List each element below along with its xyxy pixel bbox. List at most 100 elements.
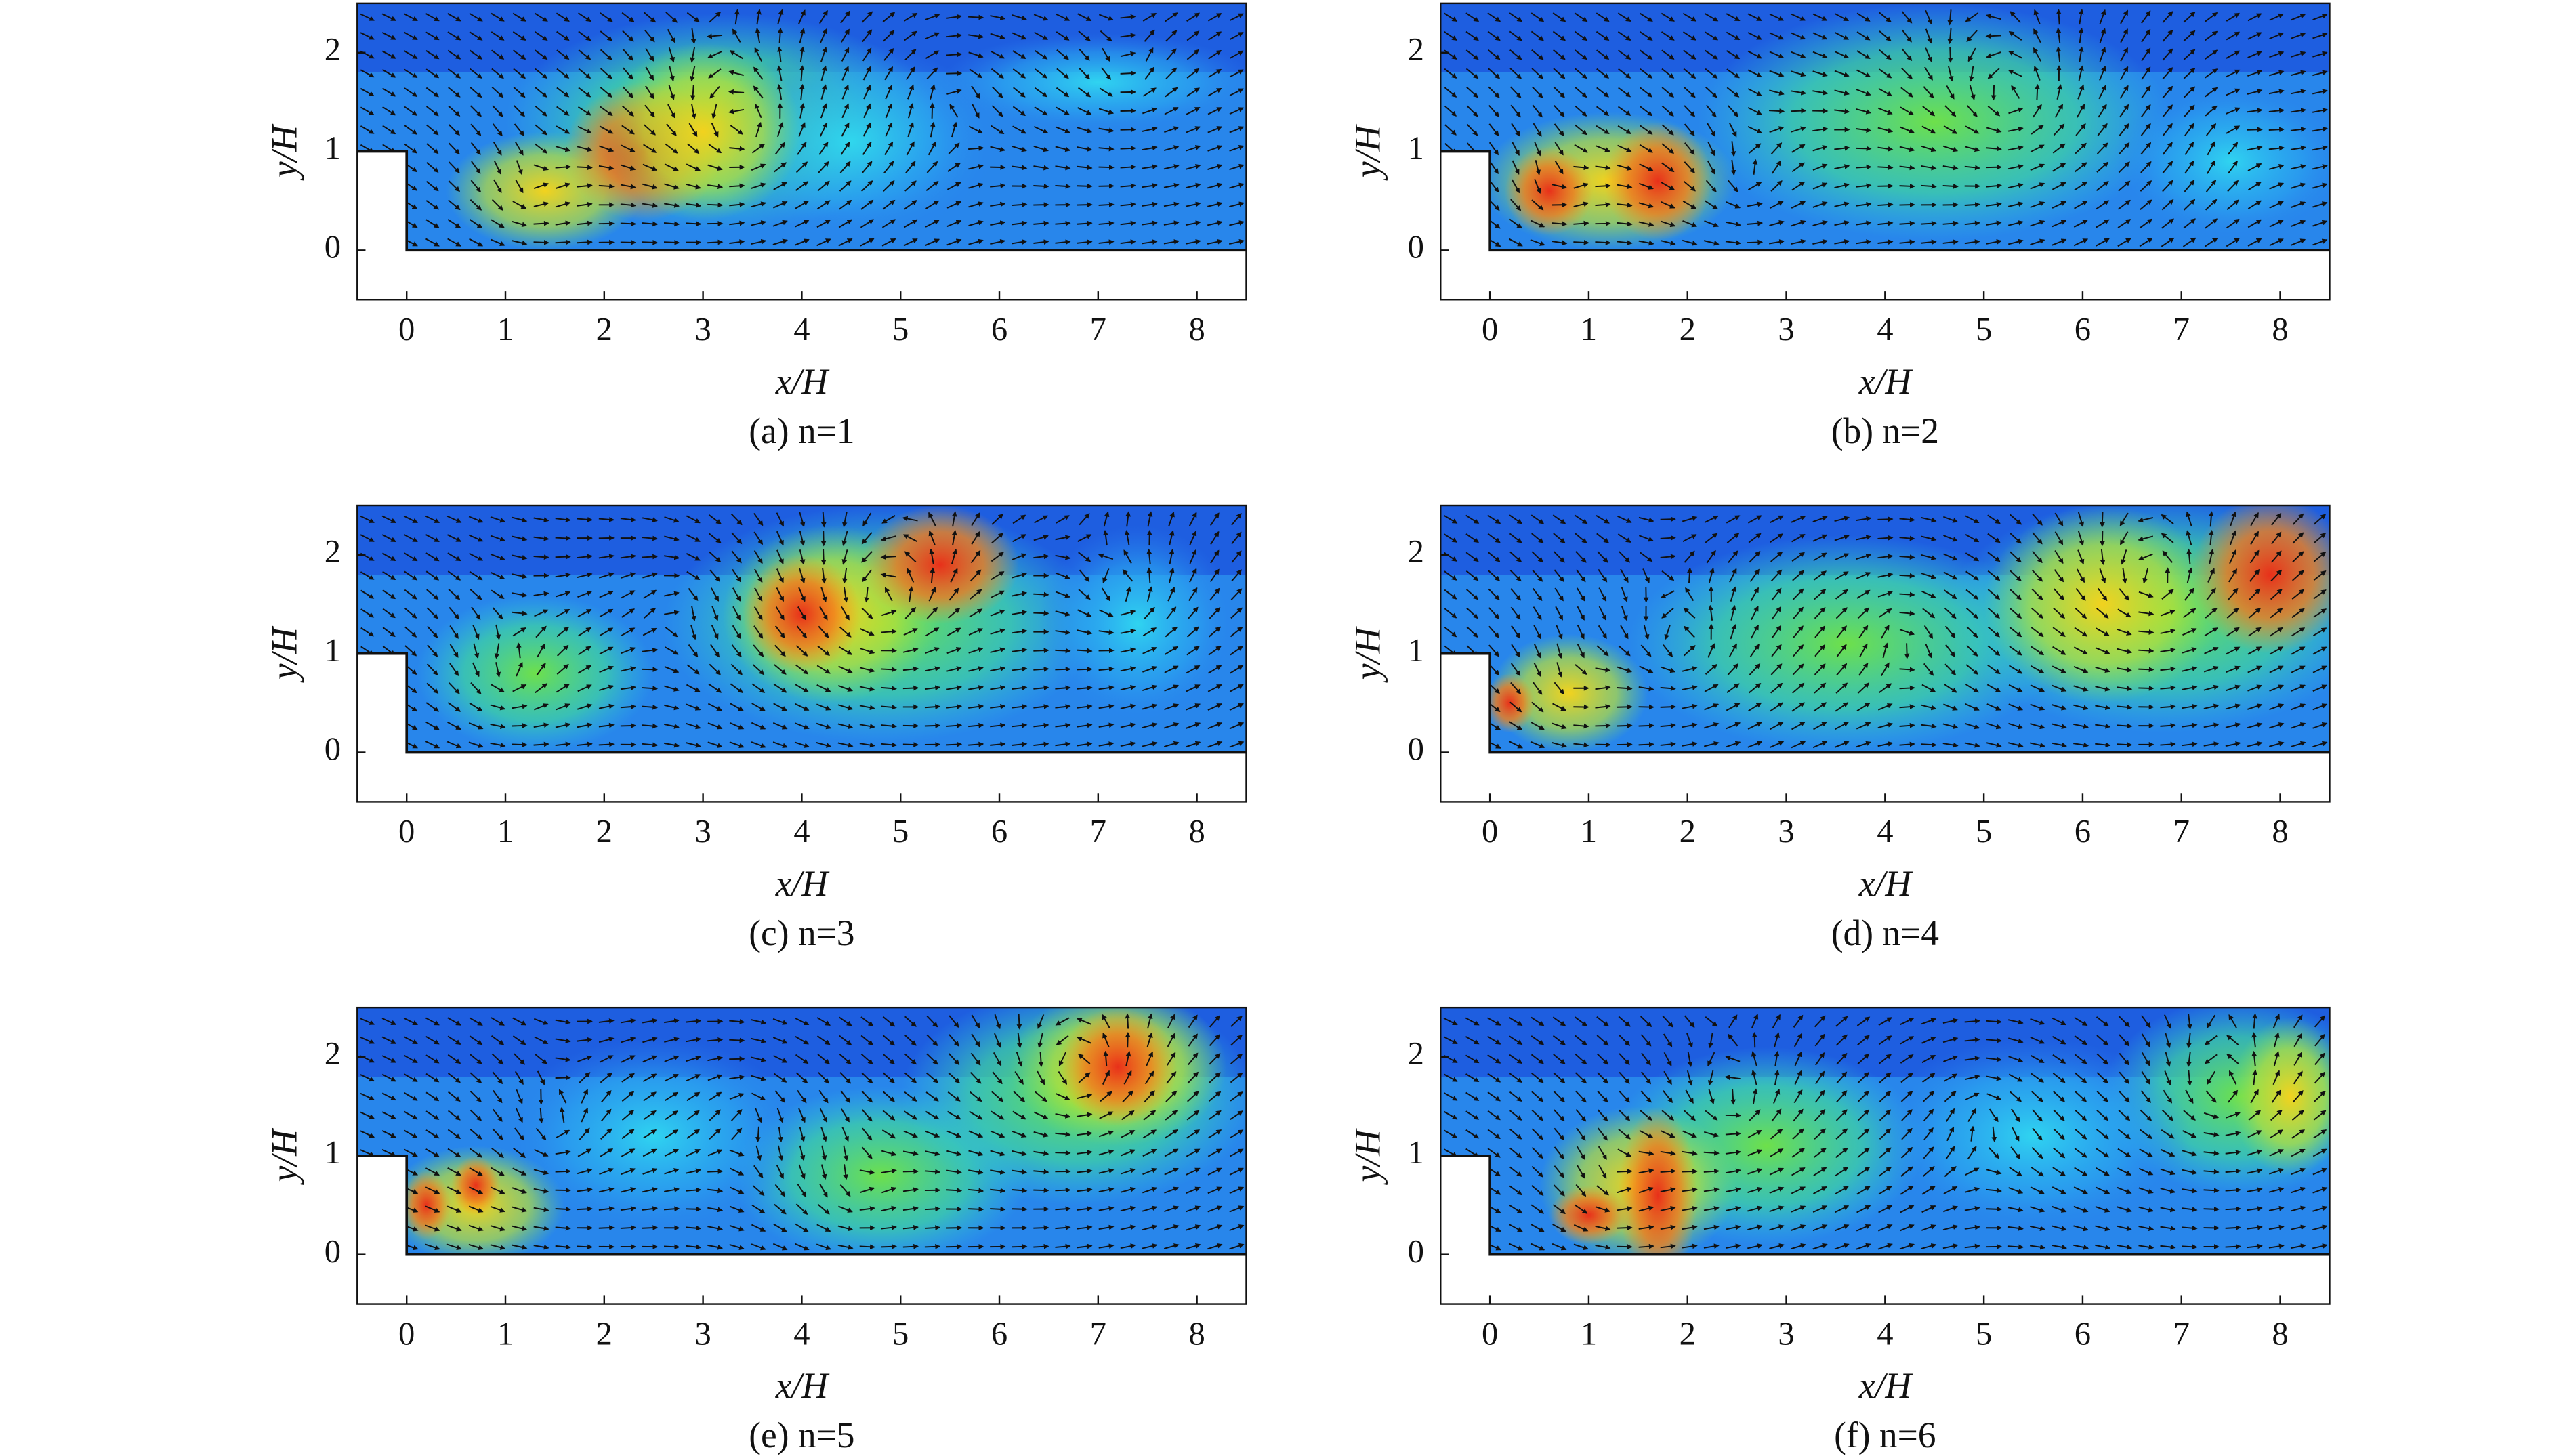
flow-arrow [925,32,940,40]
flow-arrow [1077,146,1093,152]
flow-field [1440,3,2330,251]
flow-arrow [729,220,745,226]
x-tick-label: 4 [793,1315,810,1352]
flow-arrow [600,12,613,22]
flow-arrow [1034,31,1049,41]
flow-arrow [491,86,504,98]
flow-arrow [447,31,461,41]
flow-arrow [1120,70,1136,77]
flow-arrow [512,201,527,209]
x-tick-label: 3 [694,311,711,348]
x-axis-label: x/H [1858,1365,1913,1406]
flow-arrow [903,219,918,228]
flow-arrow [707,1169,724,1174]
flow-arrow [772,238,789,245]
flow-arrow [1055,239,1071,245]
x-axis-label: x/H [1858,863,1913,904]
flow-arrow [425,200,440,210]
flow-arrow [1012,220,1028,226]
x-tick-label: 1 [1581,813,1597,850]
flow-arrow [1100,30,1112,42]
flow-arrow [1120,146,1136,151]
flow-arrow [706,33,723,39]
flow-arrow [1077,165,1093,171]
flow-arrow [863,103,871,119]
x-tick-label: 2 [1680,1315,1696,1352]
x-tick-label: 2 [1680,813,1696,850]
flow-arrow [1077,13,1092,22]
flow-arrow [926,67,938,79]
x-tick-label: 1 [1581,311,1597,348]
flow-arrow [447,13,461,22]
flow-arrow [881,238,896,247]
flow-arrow [578,87,591,98]
flow-arrow [533,164,549,171]
flow-arrow [664,163,679,171]
flow-arrow [776,46,783,62]
flow-arrow [469,12,483,22]
flow-arrow [816,200,831,210]
field-blob [1549,1185,1629,1245]
y-axis-label: y/H [264,124,305,182]
flow-arrow [599,125,614,134]
flow-arrow [556,30,570,41]
flow-arrow [425,13,440,22]
flow-arrow [556,125,570,134]
flow-arrow [515,142,524,156]
flow-arrow [512,742,528,747]
x-tick-label: 5 [892,813,909,850]
flow-arrow [2268,127,2285,133]
x-tick-label: 1 [497,813,514,850]
flow-arrow [1033,1188,1049,1193]
flow-arrow [990,33,1005,40]
field-blob [401,1170,451,1240]
flow-arrow [404,68,418,79]
flow-arrow [754,47,763,62]
flow-arrow [820,47,827,62]
flow-arrow [1120,201,1136,207]
y-tick-label: 0 [1408,731,1424,768]
flow-arrow [817,180,830,192]
flow-arrow [577,125,592,134]
panels: 0 1 2 3 4 5 6 7 8 0 1 2 x/H y/H (a) n=1 0 1 2 3 4 5 6 7 8 0 1 2 x/H… [264,2,2331,1455]
flow-arrow [930,102,935,119]
flow-arrow [404,125,417,135]
flow-arrow [906,141,915,156]
x-tick-label: 3 [1778,311,1794,348]
flow-arrow [404,106,418,116]
flow-arrow [493,142,502,156]
flow-arrow [690,28,696,45]
flow-arrow [862,47,872,62]
flow-arrow [491,199,503,211]
flow-arrow [708,144,722,154]
flow-arrow [972,104,980,119]
flow-arrow [642,183,658,190]
flow-arrow [577,146,593,152]
flow-arrow [425,31,440,41]
x-tick-label: 4 [1877,311,1893,348]
flow-arrow [1125,1013,1131,1029]
flow-arrow [729,239,745,245]
flow-arrow [622,30,634,42]
flow-arrow [1034,49,1048,60]
flow-arrow [946,89,962,95]
x-axis-label: x/H [775,361,830,402]
flow-arrow [991,105,1003,117]
x-tick-label: 6 [2075,813,2091,850]
flow-arrow [492,105,503,117]
flow-arrow [1034,68,1048,79]
flow-arrow [798,9,806,24]
flow-arrow [491,31,505,41]
flow-arrow [555,146,571,152]
x-tick-label: 3 [694,1315,711,1352]
flow-arrow [734,9,740,25]
flow-arrow [425,68,440,79]
flow-arrow [512,12,526,22]
flow-arrow [925,50,940,59]
flow-arrow [1921,742,1937,747]
panel: 0 1 2 3 4 5 6 7 8 0 1 2 x/H y/H (f) n=6 [1347,1006,2331,1455]
flow-arrow [1573,240,1589,245]
flow-arrow [729,201,745,207]
flow-arrow [907,102,914,119]
flow-arrow [990,201,1006,207]
